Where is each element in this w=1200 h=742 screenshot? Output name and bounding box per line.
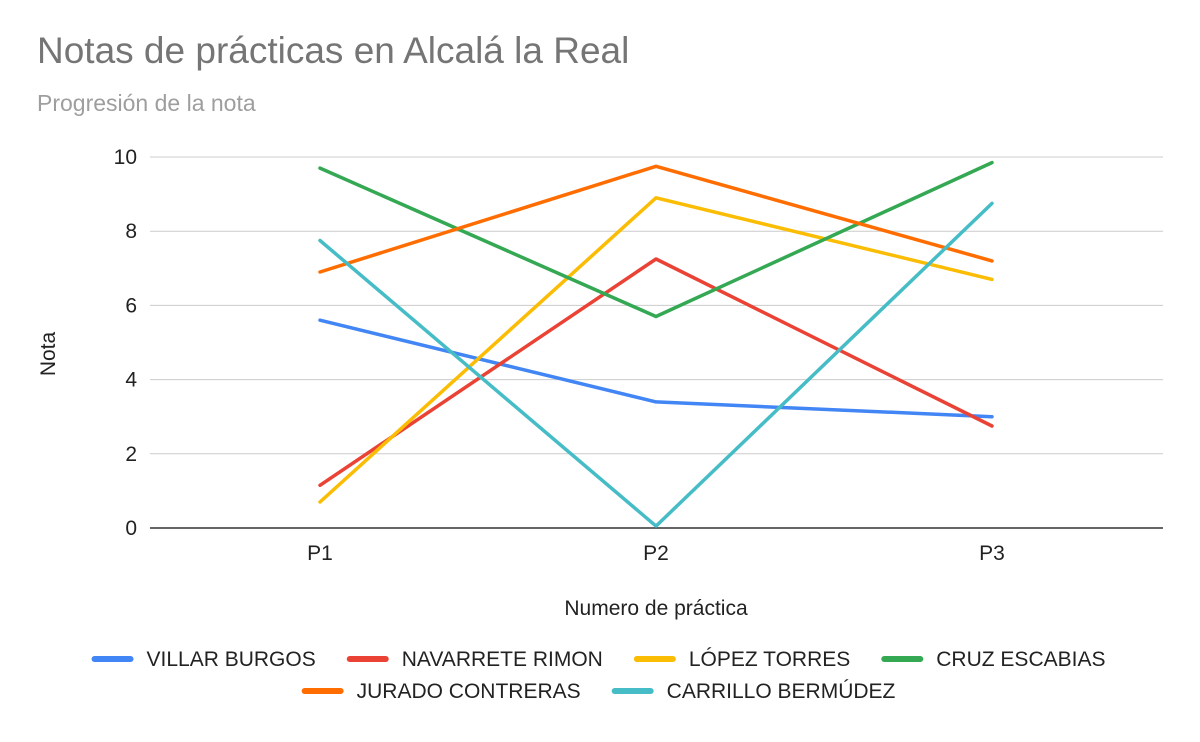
chart-title: Notas de prácticas en Alcalá la Real: [37, 30, 630, 71]
series-line: [318, 160, 994, 319]
series-line: [318, 164, 994, 274]
legend-label: JURADO CONTRERAS: [357, 680, 581, 703]
legend: VILLAR BURGOS NAVARRETE RIMON LÓPEZ TORRES…: [91, 648, 1105, 703]
legend-label: LÓPEZ TORRES: [689, 648, 850, 671]
x-tick-label: P3: [979, 542, 1005, 565]
chart-subtitle: Progresión de la nota: [37, 90, 256, 116]
gridlines: [150, 156, 1163, 529]
series-line: [318, 257, 994, 488]
legend-label: CARRILLO BERMÚDEZ: [667, 680, 896, 703]
legend-label: NAVARRETE RIMON: [402, 648, 603, 671]
series-lines: [318, 160, 994, 528]
series-line: [318, 201, 994, 528]
y-tick-label: 6: [125, 294, 137, 317]
y-tick-label: 10: [114, 146, 137, 169]
y-tick-label: 8: [125, 220, 137, 243]
series-line: [318, 196, 994, 504]
x-tick-label: P2: [643, 542, 669, 565]
legend-label: CRUZ ESCABIAS: [936, 648, 1105, 671]
y-tick-label: 0: [125, 517, 137, 540]
series-line: [318, 318, 994, 419]
y-axis-title: Nota: [37, 332, 60, 377]
y-axis-ticks: 0 2 4 6 8 10: [114, 146, 138, 540]
x-tick-label: P1: [307, 542, 333, 565]
y-tick-label: 4: [125, 369, 137, 392]
y-tick-label: 2: [125, 443, 137, 466]
legend-label: VILLAR BURGOS: [147, 648, 316, 671]
x-axis-title: Numero de práctica: [564, 597, 748, 620]
x-axis-ticks: P1 P2 P3: [307, 542, 1005, 565]
